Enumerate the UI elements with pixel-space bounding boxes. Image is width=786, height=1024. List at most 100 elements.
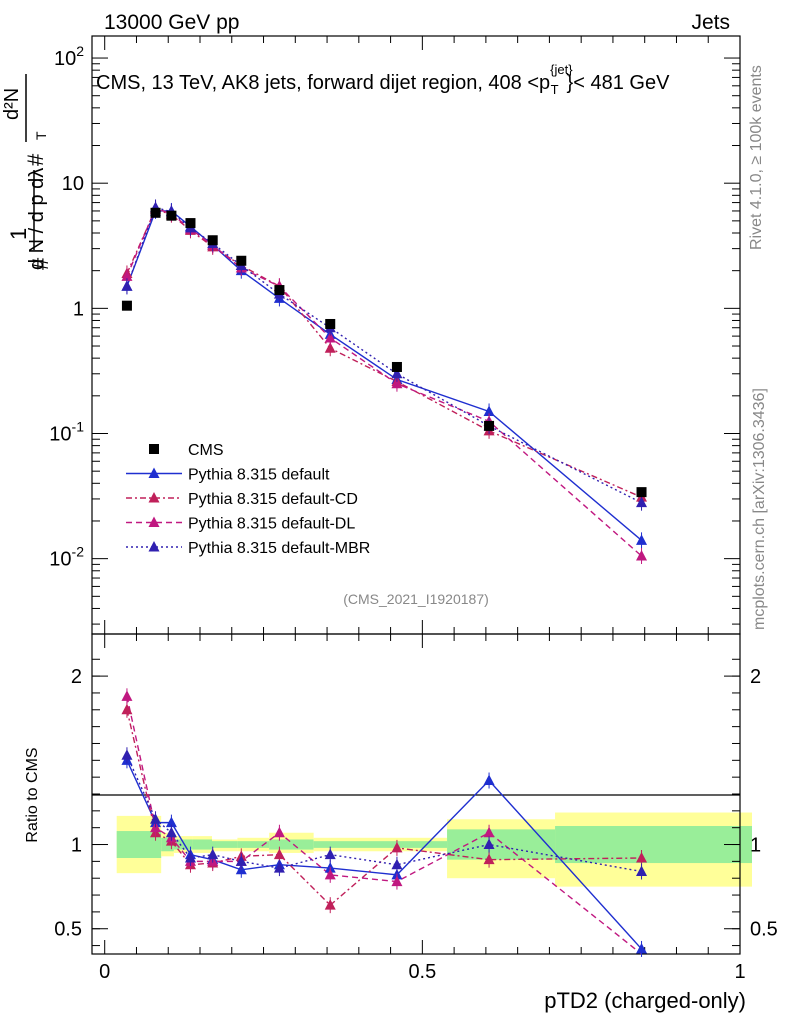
ratio-point: [150, 813, 162, 824]
ylabel-hash-1: #: [28, 257, 53, 270]
ratio-frame: [91, 633, 741, 955]
legend-label: Pythia 8.315 default: [188, 467, 330, 484]
ratio-ylabel: Ratio to CMS: [24, 747, 41, 842]
legend: CMS Pythia 8.315 default Pythia 8.315 defa…: [126, 442, 370, 557]
ratio-point: [636, 942, 648, 954]
main-title: CMS, 13 TeV, AK8 jets, forward dijet reg…: [96, 62, 670, 97]
ratio-point: [324, 868, 336, 880]
ratio-point: [184, 852, 196, 863]
ratio-band-green: [212, 841, 238, 848]
main-point-cms: [391, 361, 402, 372]
main-point: [636, 496, 648, 508]
legend-marker: [148, 467, 160, 478]
legend-marker: [148, 516, 160, 527]
legend-marker-cms: [149, 444, 159, 454]
legend-label: Pythia 8.315 default-CD: [188, 491, 358, 508]
main-ytick-label: 10: [62, 173, 84, 195]
main-point-cms: [185, 218, 196, 229]
main-point-cms: [274, 285, 285, 296]
ratio-xtick-label: 1: [734, 961, 745, 983]
ylabel-denominator: d N / d p dλ: [26, 168, 48, 270]
ratio-point: [207, 848, 219, 860]
main-point-cms: [166, 210, 177, 221]
rivet-label: Rivet 4.1.0, ≥ 100k events: [748, 65, 765, 250]
main-ytick-label: 102: [54, 43, 84, 70]
header-right: Jets: [691, 11, 730, 34]
ratio-ytick-label: 0.5: [54, 919, 82, 941]
ratio-ytick-label-right: 2: [750, 666, 761, 688]
ylabel-one: 1: [6, 228, 31, 240]
ratio-point: [391, 875, 403, 887]
ratio-point: [273, 848, 285, 860]
ratio-point: [165, 816, 177, 828]
main-point-cms: [150, 207, 161, 218]
ratio-band-green: [269, 839, 314, 850]
main-point: [391, 377, 403, 389]
main-line-2: [126, 207, 642, 557]
ratio-band-green: [447, 829, 556, 860]
ratio-point: [391, 841, 403, 853]
mcplots-label: mcplots.cern.ch [arXiv:1306.3436]: [751, 388, 768, 630]
ratio-point: [235, 855, 247, 866]
main-ytick-label: 1: [73, 298, 84, 320]
ratio-point: [273, 862, 285, 873]
ylabel-sub: T: [33, 131, 49, 140]
ratio-point: [483, 853, 495, 865]
main-point: [324, 342, 336, 353]
ratio-point: [324, 848, 336, 860]
ratio-point: [121, 703, 133, 715]
ratio-point: [165, 826, 177, 838]
ratio-band-green: [237, 841, 270, 848]
ratio-xtick-label: 0: [99, 961, 110, 983]
ratio-point: [636, 852, 648, 863]
ratio-point: [483, 838, 495, 850]
main-point-cms: [484, 420, 495, 431]
main-panel: 10-2 10-1 1 10 102 CMS, 13 TeV, AK8 jets, fo…: [1, 35, 741, 635]
legend-marker: [148, 541, 160, 552]
main-point: [121, 280, 133, 291]
ratio-band-green: [192, 839, 212, 850]
ratio-point: [636, 865, 648, 876]
main-point: [391, 367, 403, 379]
main-point: [483, 405, 495, 416]
ratio-ytick-label: 2: [71, 666, 82, 688]
ratio-point: [121, 749, 133, 760]
x-axis-label: pTD2 (charged-only): [544, 988, 746, 1013]
ratio-point: [391, 858, 403, 870]
main-point: [636, 534, 648, 545]
main-ytick-label: 10-2: [49, 544, 84, 571]
legend-label: Pythia 8.315 default-DL: [188, 516, 355, 533]
main-ylabel: # 1 d N / d p dλ # d²N T: [1, 74, 53, 270]
ratio-point: [121, 690, 133, 701]
header-left: 13000 GeV pp: [104, 11, 239, 34]
ratio-band-green: [313, 841, 448, 848]
ratio-ticks: 0 0.5 10.5 0.51 12 2: [54, 634, 778, 983]
legend-marker: [148, 492, 160, 503]
ratio-point: [483, 774, 495, 786]
ratio-point: [483, 826, 495, 838]
legend-label: CMS: [188, 442, 224, 459]
main-point-cms: [325, 318, 336, 329]
ratio-point: [324, 899, 336, 910]
main-points: [121, 199, 648, 564]
main-point-cms: [121, 300, 132, 311]
ylabel-hash-2: #: [23, 153, 48, 166]
ratio-ytick-label-right: 1: [750, 835, 761, 857]
ratio-band-green: [173, 839, 193, 850]
ratio-panel: 0 0.5 10.5 0.51 12 2 Ratio to CMS: [24, 633, 778, 983]
main-point-cms: [207, 235, 218, 246]
watermark: (CMS_2021_I1920187): [343, 591, 489, 607]
main-ytick-label: 10-1: [49, 418, 84, 445]
main-point: [636, 549, 648, 561]
ratio-xtick-label: 0.5: [408, 961, 436, 983]
ratio-band-green: [555, 826, 752, 864]
ratio-ytick-label: 1: [71, 835, 82, 857]
ratio-bands: [116, 812, 752, 887]
ratio-point: [273, 826, 285, 838]
main-point-cms: [636, 487, 647, 498]
main-point: [324, 331, 336, 343]
legend-label: Pythia 8.315 default-MBR: [188, 540, 370, 557]
main-point-cms: [236, 255, 247, 266]
ylabel-numerator: d²N: [1, 88, 23, 120]
